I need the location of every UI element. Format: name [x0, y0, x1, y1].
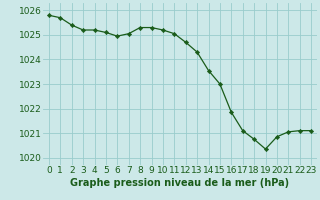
X-axis label: Graphe pression niveau de la mer (hPa): Graphe pression niveau de la mer (hPa) — [70, 178, 290, 188]
